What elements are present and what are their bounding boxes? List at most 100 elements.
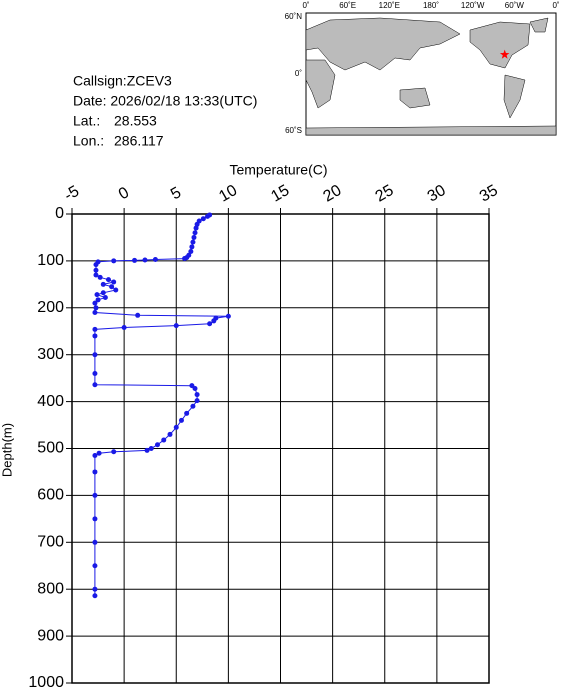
profile-point bbox=[152, 256, 158, 262]
plot-frame bbox=[71, 213, 490, 684]
profile-point bbox=[154, 442, 160, 448]
profile-point bbox=[94, 292, 100, 298]
map-lon-label: 0˚ bbox=[552, 1, 559, 10]
lon: 286.117 bbox=[114, 133, 164, 149]
profile-point bbox=[92, 516, 98, 522]
profile-point bbox=[111, 258, 117, 264]
profile-point bbox=[92, 593, 98, 599]
x-tick-label: 5 bbox=[168, 184, 184, 203]
map-lon-label: 60˚E bbox=[339, 1, 356, 10]
y-tick-label: 600 bbox=[37, 487, 64, 504]
profile-point bbox=[92, 300, 98, 306]
profile-point bbox=[121, 324, 127, 330]
profile-point bbox=[93, 272, 99, 278]
profile-point bbox=[92, 586, 98, 592]
profile-point bbox=[190, 403, 196, 409]
y-axis-label: Depth(m) bbox=[0, 423, 14, 477]
map-lon-label: 120˚E bbox=[379, 1, 400, 10]
profile-point bbox=[144, 447, 150, 453]
profile-point bbox=[173, 424, 179, 430]
map-lon-label: 60˚W bbox=[505, 1, 525, 10]
profile-point bbox=[111, 449, 117, 455]
profile-point bbox=[92, 453, 98, 459]
profile-point bbox=[102, 294, 108, 300]
profile-point bbox=[188, 249, 194, 255]
x-tick-label: 20 bbox=[321, 182, 345, 206]
profile-point bbox=[92, 370, 98, 376]
profile-point bbox=[192, 230, 198, 236]
profile-point bbox=[111, 279, 117, 285]
map-lon-label: 180˚ bbox=[423, 1, 439, 10]
profile-point bbox=[225, 313, 231, 319]
profile-point bbox=[211, 318, 217, 324]
profile-point bbox=[132, 257, 138, 263]
profile-point bbox=[205, 213, 211, 219]
y-tick-label: 700 bbox=[37, 534, 64, 551]
profile-point bbox=[194, 221, 200, 227]
profile-point bbox=[92, 469, 98, 475]
profile-point bbox=[173, 323, 179, 329]
profile-point bbox=[105, 277, 111, 283]
x-axis-label: Temperature(C) bbox=[229, 162, 327, 178]
profile-point bbox=[93, 267, 99, 273]
profile-point bbox=[96, 450, 102, 456]
y-tick-label: 300 bbox=[37, 346, 64, 363]
x-tick-label: 25 bbox=[373, 182, 397, 206]
profile-point bbox=[192, 385, 198, 391]
profile-point bbox=[92, 352, 98, 358]
profile-point bbox=[113, 287, 119, 293]
profile-point bbox=[191, 234, 197, 240]
profile-point bbox=[167, 431, 173, 437]
profile-point bbox=[92, 326, 98, 332]
profile-point bbox=[92, 309, 98, 315]
date: Date: 2026/02/18 13:33(UTC) bbox=[73, 93, 257, 109]
lat-label: Lat.: bbox=[73, 113, 100, 129]
profile-point bbox=[92, 333, 98, 339]
y-tick-label: 500 bbox=[37, 440, 64, 457]
profile-point bbox=[184, 410, 190, 416]
profile-point bbox=[97, 274, 103, 280]
map-lat-label: 60˚S bbox=[285, 126, 302, 135]
profile-point bbox=[194, 392, 200, 398]
profile-point bbox=[148, 446, 154, 451]
profile-point bbox=[92, 382, 98, 388]
profile-point bbox=[194, 398, 200, 404]
profile-point bbox=[95, 297, 101, 303]
y-tick-label: 900 bbox=[37, 627, 64, 644]
profile-point bbox=[135, 312, 141, 318]
y-tick-label: 200 bbox=[37, 299, 64, 316]
profile-point bbox=[92, 563, 98, 569]
y-tick-label: 1000 bbox=[28, 674, 64, 690]
x-tick-label: 0 bbox=[116, 184, 132, 203]
profile-point bbox=[109, 284, 115, 290]
map-lon-label: 120˚W bbox=[461, 1, 485, 10]
map-lon-label: 0˚ bbox=[302, 1, 309, 10]
profile-point bbox=[93, 305, 99, 311]
x-tick-label: 30 bbox=[425, 182, 449, 206]
profile-point bbox=[193, 225, 199, 231]
profile-point bbox=[200, 216, 206, 222]
map-lat-label: 60˚N bbox=[285, 12, 303, 21]
map bbox=[305, 12, 557, 136]
profile-point bbox=[190, 239, 196, 245]
land bbox=[305, 17, 557, 136]
profile-point bbox=[142, 257, 148, 263]
lon-label: Lon.: bbox=[73, 133, 104, 149]
profile-point bbox=[182, 256, 188, 262]
profile-point bbox=[161, 437, 167, 443]
profile-point bbox=[178, 417, 184, 423]
profile-point bbox=[92, 492, 98, 498]
y-tick-label: 400 bbox=[37, 393, 64, 410]
x-tick-label: 10 bbox=[216, 182, 240, 206]
x-tick-label: 15 bbox=[268, 182, 292, 206]
profile-point bbox=[100, 281, 106, 287]
x-tick-label: -5 bbox=[61, 183, 82, 205]
y-tick-label: 0 bbox=[55, 205, 64, 222]
map-lat-label: 0˚ bbox=[295, 69, 302, 78]
x-tick-label: 35 bbox=[477, 182, 501, 206]
y-tick-label: 800 bbox=[37, 580, 64, 597]
y-tick-label: 100 bbox=[37, 252, 64, 269]
profile-point bbox=[100, 290, 106, 296]
lat: 28.553 bbox=[114, 113, 157, 129]
